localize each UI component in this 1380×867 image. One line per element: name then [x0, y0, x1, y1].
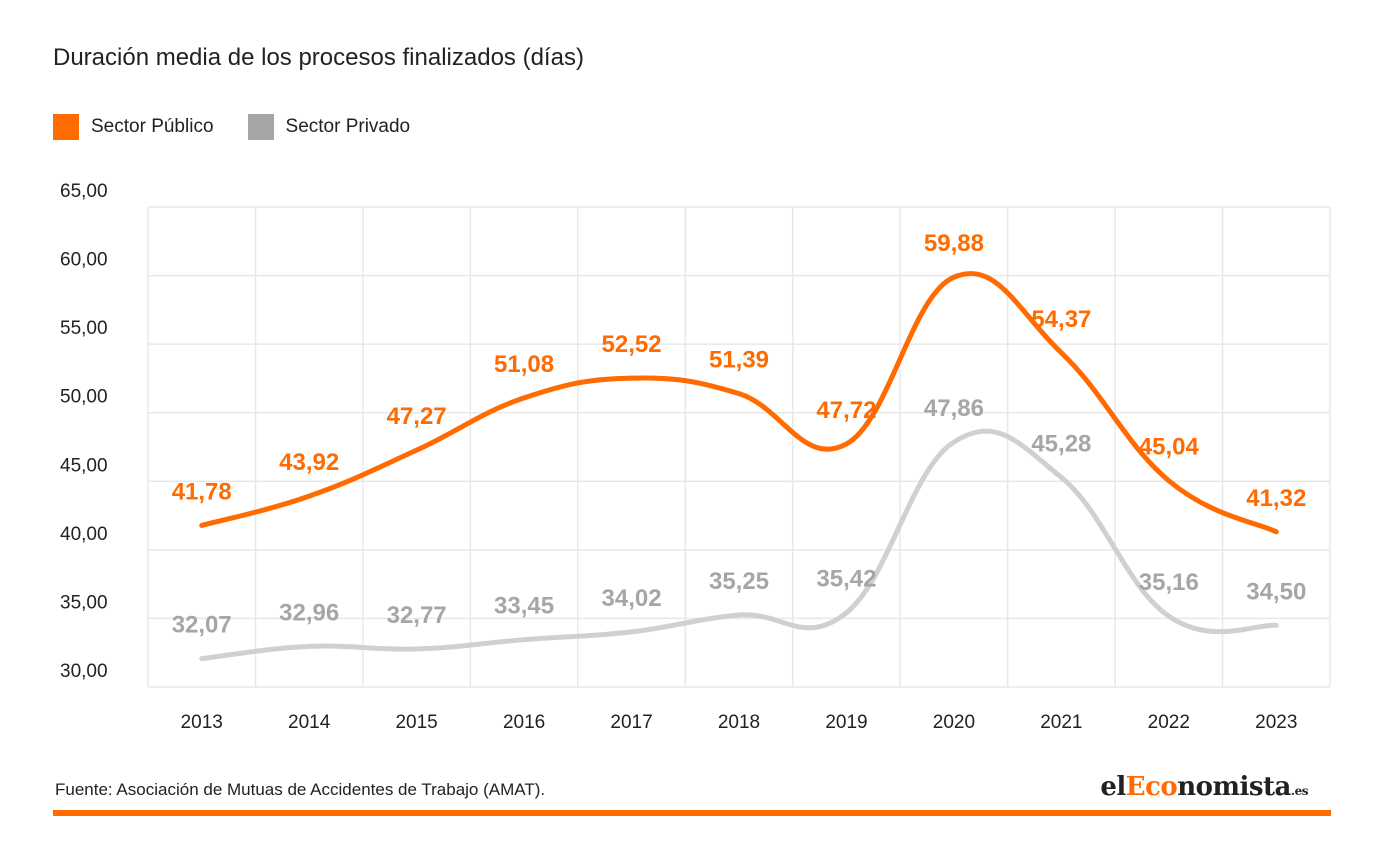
y-tick-label: 65,00 [60, 181, 108, 202]
y-tick-label: 50,00 [60, 387, 108, 408]
data-label-sector-publico: 47,27 [387, 403, 447, 430]
logo-accent: Eco [1125, 772, 1178, 802]
data-label-sector-publico: 43,92 [279, 449, 339, 476]
x-tick-label: 2018 [718, 712, 760, 733]
x-tick-label: 2016 [503, 712, 545, 733]
data-label-sector-privado: 34,02 [602, 585, 662, 612]
x-tick-label: 2013 [181, 712, 223, 733]
data-label-sector-privado: 34,50 [1246, 578, 1306, 605]
y-tick-label: 35,00 [60, 592, 108, 613]
x-tick-label: 2020 [933, 712, 975, 733]
x-tick-label: 2015 [395, 712, 437, 733]
data-label-sector-privado: 35,42 [816, 566, 876, 593]
series-line-sector-privado [199, 428, 1279, 662]
logo-rest: nomista [1177, 772, 1291, 802]
data-label-sector-publico: 59,88 [924, 230, 984, 257]
data-label-sector-publico: 41,78 [172, 478, 232, 505]
data-label-sector-publico: 41,32 [1246, 485, 1306, 512]
data-label-sector-publico: 47,72 [816, 397, 876, 424]
legend-swatch-sector-publico [53, 114, 79, 140]
brand-logo: elEconomista.es [1100, 772, 1308, 802]
data-label-sector-privado: 35,16 [1139, 569, 1199, 596]
data-label-sector-publico: 51,08 [494, 351, 554, 378]
y-tick-label: 45,00 [60, 455, 108, 476]
y-tick-label: 40,00 [60, 524, 108, 545]
legend-label-sector-publico: Sector Público [91, 116, 214, 137]
legend-item-sector-privado: Sector Privado [247, 114, 411, 140]
y-tick-label: 30,00 [60, 661, 108, 682]
x-tick-label: 2014 [288, 712, 331, 733]
y-tick-label: 55,00 [60, 318, 108, 339]
x-tick-label: 2022 [1148, 712, 1190, 733]
y-tick-label: 60,00 [60, 250, 108, 271]
data-label-sector-publico: 51,39 [709, 347, 769, 374]
data-label-sector-privado: 47,86 [924, 395, 984, 422]
logo-tld: .es [1290, 784, 1309, 798]
chart-title: Duración media de los procesos finalizad… [53, 44, 584, 71]
data-label-sector-publico: 52,52 [602, 331, 662, 358]
legend-label-sector-privado: Sector Privado [285, 116, 411, 137]
data-label-sector-privado: 33,45 [494, 593, 554, 620]
data-label-sector-privado: 32,77 [387, 602, 447, 629]
legend: Sector Público Sector Privado [53, 114, 444, 140]
data-label-sector-privado: 45,28 [1031, 430, 1091, 457]
data-label-sector-privado: 32,07 [172, 612, 232, 639]
data-label-sector-publico: 45,04 [1139, 434, 1200, 461]
bottom-accent-bar [53, 810, 1331, 816]
x-tick-label: 2017 [610, 712, 652, 733]
legend-swatch-sector-privado [247, 114, 274, 140]
logo-prefix: el [1100, 772, 1126, 802]
series-line-sector-publico [199, 271, 1279, 535]
data-label-sector-privado: 35,25 [709, 568, 769, 595]
source-note: Fuente: Asociación de Mutuas de Accident… [55, 780, 546, 799]
x-tick-label: 2021 [1040, 712, 1082, 733]
data-label-sector-privado: 32,96 [279, 599, 339, 626]
x-tick-label: 2023 [1255, 712, 1297, 733]
legend-item-sector-publico: Sector Público [53, 114, 214, 140]
x-tick-label: 2019 [825, 712, 867, 733]
data-label-sector-publico: 54,37 [1031, 306, 1091, 333]
